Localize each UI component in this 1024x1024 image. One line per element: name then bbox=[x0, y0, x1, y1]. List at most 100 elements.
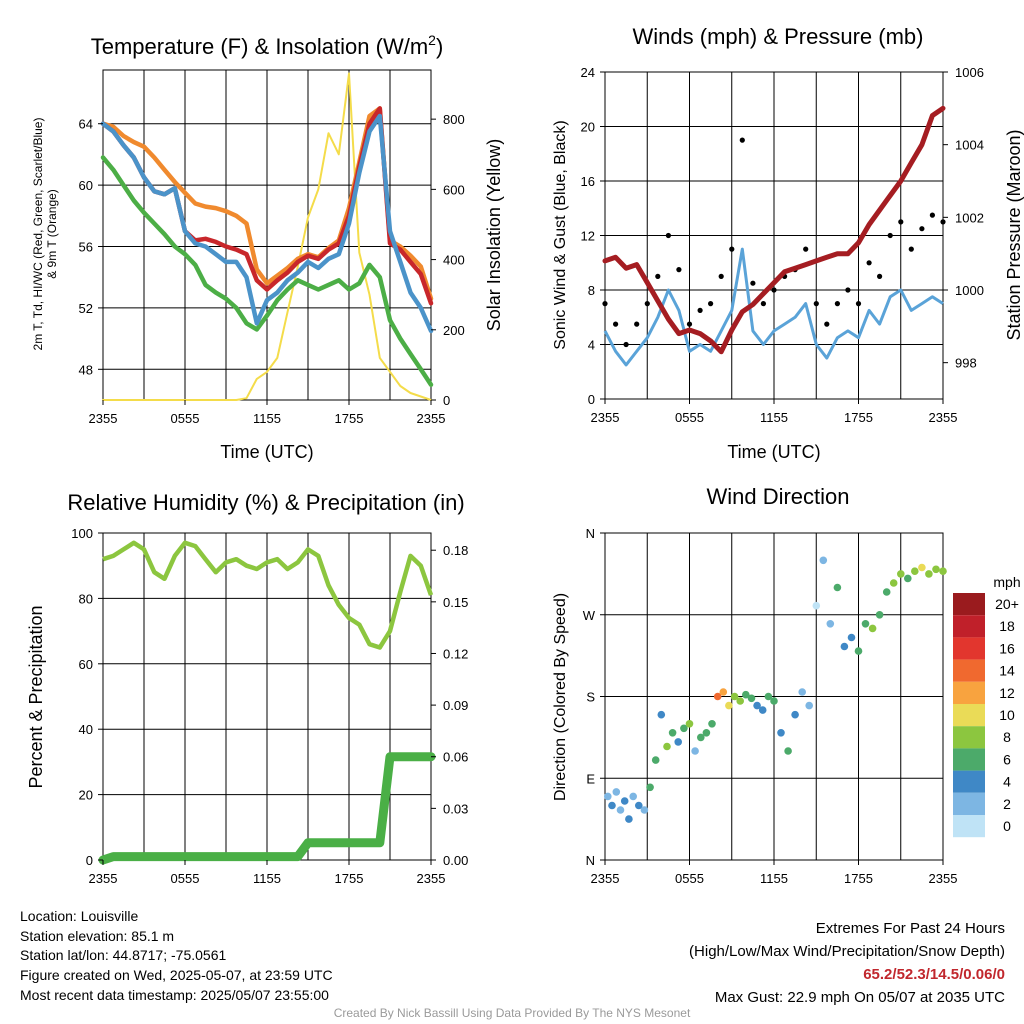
legend-swatch bbox=[953, 659, 985, 682]
direction-point bbox=[868, 624, 877, 633]
direction-point bbox=[680, 724, 688, 733]
direction-point bbox=[758, 706, 767, 714]
gust-point bbox=[908, 246, 914, 252]
direction-point bbox=[784, 747, 792, 755]
wind-direction-ticks: 2355 0555 1155 1755 2355 N E S W N bbox=[583, 526, 958, 886]
winds-grid bbox=[605, 71, 943, 400]
gust-point bbox=[697, 307, 703, 313]
direction-point bbox=[625, 815, 633, 823]
direction-point bbox=[620, 797, 629, 805]
y-tick-label: 20 bbox=[581, 120, 595, 135]
speed-legend: mph 20+ 18 16 14 12 10 8 6 4 2 0 bbox=[953, 574, 1021, 838]
y-tick-label: N bbox=[586, 853, 595, 868]
y-tick-label: 80 bbox=[79, 591, 93, 606]
direction-point bbox=[840, 642, 849, 651]
direction-point bbox=[897, 570, 905, 578]
wind-direction-series bbox=[604, 556, 947, 823]
y2-tick-label: 1006 bbox=[955, 65, 984, 80]
temperature-series bbox=[100, 72, 434, 401]
y2-tick-label: 0.12 bbox=[443, 646, 468, 661]
direction-point bbox=[770, 697, 778, 705]
direction-point bbox=[646, 783, 654, 792]
temperature-ylabel: 2m T, Td, HI/WC (Red, Green, Scarlet/Blu… bbox=[31, 118, 45, 351]
direction-point bbox=[805, 701, 813, 710]
y-tick-label: 16 bbox=[581, 174, 595, 189]
station-info: Location: Louisville Station elevation: … bbox=[20, 907, 333, 1006]
gust-point bbox=[887, 232, 893, 239]
gust-point bbox=[813, 301, 819, 307]
y2-tick-label: 0.03 bbox=[443, 801, 468, 816]
gust-point bbox=[866, 260, 872, 266]
series-line-td bbox=[100, 155, 434, 387]
direction-point bbox=[663, 742, 671, 751]
direction-point bbox=[764, 692, 773, 701]
extremes-title: Extremes For Past 24 Hours bbox=[815, 920, 1005, 937]
max-gust: Max Gust: 22.9 mph On 05/07 at 2035 UTC bbox=[714, 989, 1005, 1006]
series-line-solar-insolation bbox=[102, 72, 432, 401]
humidity-title: Relative Humidity (%) & Precipitation (i… bbox=[67, 490, 464, 515]
gust-point bbox=[623, 341, 629, 348]
x-tick-label: 2355 bbox=[929, 871, 958, 886]
gust-point bbox=[729, 246, 735, 252]
legend-swatch bbox=[953, 815, 985, 838]
y-tick-label: 100 bbox=[71, 526, 93, 541]
y-tick-label: E bbox=[586, 771, 595, 786]
gust-point bbox=[686, 321, 693, 327]
series-line-hi-wc bbox=[100, 113, 434, 334]
gust-point bbox=[803, 246, 809, 252]
legend-swatch bbox=[953, 726, 985, 749]
x-tick-label: 0555 bbox=[675, 410, 704, 425]
x-tick-label: 1755 bbox=[844, 871, 873, 886]
legend-label: 4 bbox=[1003, 774, 1011, 790]
direction-point bbox=[753, 701, 761, 710]
direction-point bbox=[777, 729, 785, 737]
legend-label: 6 bbox=[1003, 751, 1011, 767]
x-tick-label: 2355 bbox=[929, 410, 958, 425]
y-tick-label: 40 bbox=[79, 722, 93, 737]
y-tick-label: 48 bbox=[79, 362, 93, 377]
direction-point bbox=[685, 720, 694, 728]
direction-point bbox=[651, 756, 660, 764]
y2-tick-label: 0 bbox=[443, 393, 450, 408]
wind-direction-ylabel: Direction (Colored By Speed) bbox=[552, 593, 569, 801]
winds-title: Winds (mph) & Pressure (mb) bbox=[633, 24, 924, 49]
series-line-station-pressure bbox=[602, 105, 946, 355]
y-tick-label: 24 bbox=[581, 65, 595, 80]
y2-tick-label: 0.18 bbox=[443, 543, 468, 558]
y-tick-label: 56 bbox=[79, 240, 93, 255]
credit-line: Created By Nick Bassill Using Data Provi… bbox=[333, 1006, 691, 1020]
direction-point bbox=[742, 690, 750, 699]
temperature-xlabel: Time (UTC) bbox=[220, 442, 313, 462]
direction-point bbox=[719, 688, 728, 696]
legend-swatch bbox=[953, 615, 985, 638]
x-tick-label: 1755 bbox=[335, 411, 364, 426]
y-tick-label: 20 bbox=[79, 788, 93, 803]
direction-point bbox=[939, 567, 947, 575]
direction-point bbox=[925, 570, 933, 578]
y2-tick-label: 0.06 bbox=[443, 750, 468, 765]
legend-label: 18 bbox=[999, 618, 1015, 634]
gust-point bbox=[940, 219, 946, 225]
legend-swatch bbox=[953, 637, 985, 660]
recent-timestamp: Most recent data timestamp: 2025/05/07 2… bbox=[20, 986, 329, 1003]
legend-swatch bbox=[953, 748, 985, 771]
y-tick-label: 60 bbox=[79, 657, 93, 672]
y2-tick-label: 200 bbox=[443, 323, 465, 338]
gust-point bbox=[898, 219, 904, 225]
gust-point bbox=[834, 301, 841, 307]
direction-point bbox=[616, 806, 625, 814]
y-tick-label: 64 bbox=[79, 117, 93, 132]
y2-tick-label: 998 bbox=[955, 356, 977, 371]
y-tick-label: 8 bbox=[588, 283, 595, 298]
temperature-ticks: 2355 0555 1155 1755 2355 48 52 56 60 64 0 200 400 600… bbox=[79, 112, 465, 426]
humidity-grid bbox=[103, 532, 431, 861]
temperature-ylabel-2: & 9m T (Orange) bbox=[45, 189, 59, 279]
winds-series bbox=[602, 105, 946, 367]
y2-tick-label: 1004 bbox=[955, 138, 984, 153]
humidity-ticks: 2355 0555 1155 1755 2355 0 20 40 60 80 100 0.00 0.03… bbox=[71, 526, 468, 886]
y-tick-label: 12 bbox=[581, 229, 595, 244]
y-tick-label: S bbox=[586, 690, 595, 705]
y2-tick-label: 1002 bbox=[955, 210, 984, 225]
figure-created: Figure created on Wed, 2025-05-07, at 23… bbox=[20, 967, 333, 984]
